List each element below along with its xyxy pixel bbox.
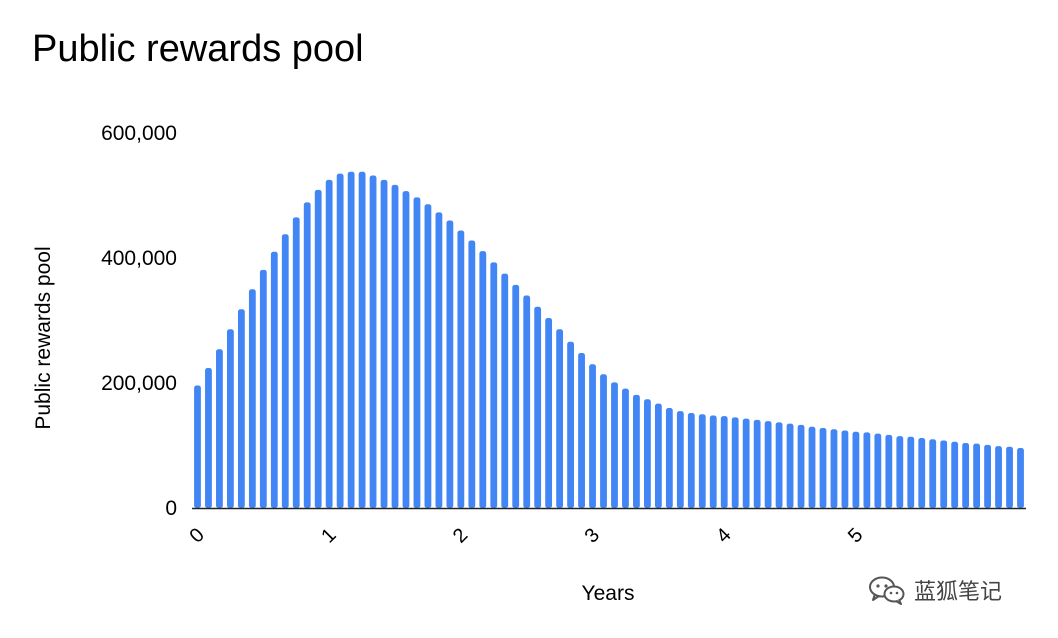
bar [611, 382, 618, 509]
x-tick-label: 2 [449, 524, 472, 547]
bar [698, 414, 706, 508]
bar [567, 341, 574, 508]
bar [808, 426, 816, 508]
bar [523, 295, 531, 508]
bar [424, 204, 432, 508]
bar [391, 184, 399, 509]
bar [512, 284, 520, 509]
y-axis-ticks: 0 200,000 400,000 600,000 [101, 122, 177, 520]
bar [303, 202, 311, 509]
bar [863, 432, 871, 509]
bar [764, 421, 772, 509]
x-axis-label: Years [582, 582, 635, 605]
bar [446, 220, 454, 508]
bar [622, 388, 629, 509]
bar [369, 175, 377, 508]
bar [852, 431, 860, 508]
bar [556, 329, 564, 508]
bar [797, 424, 805, 509]
bar [227, 329, 234, 508]
bar [962, 443, 970, 508]
bar [545, 318, 553, 508]
watermark: 蓝狐笔记 [868, 574, 1002, 606]
bar [665, 408, 673, 508]
bar [918, 438, 926, 508]
bar [841, 430, 849, 508]
bar [259, 269, 267, 509]
bar [216, 349, 223, 508]
bar [205, 368, 212, 508]
bar [270, 251, 278, 508]
bar [742, 418, 750, 509]
bar [731, 417, 739, 509]
bar [578, 353, 585, 508]
bar [490, 262, 498, 509]
y-axis-label: Public rewards pool [32, 246, 55, 429]
bar [501, 273, 509, 509]
bar [753, 419, 761, 509]
bar [194, 385, 201, 508]
bar [237, 309, 245, 508]
wechat-icon [868, 575, 906, 605]
bar [995, 446, 1002, 509]
bar [435, 212, 443, 509]
bar [534, 306, 542, 508]
bar [633, 394, 640, 509]
bar [248, 289, 256, 508]
bar [940, 440, 948, 508]
bar [358, 171, 366, 508]
bar [896, 436, 904, 509]
bar [676, 411, 684, 509]
bar [325, 179, 333, 509]
bar [929, 439, 937, 508]
bar [292, 217, 300, 509]
bar [479, 251, 487, 509]
watermark-text: 蓝狐笔记 [914, 580, 1003, 605]
bar [314, 189, 322, 509]
bar [457, 230, 465, 508]
bar [885, 434, 893, 509]
bar [589, 364, 596, 508]
x-tick-label: 0 [186, 524, 209, 547]
bar [413, 197, 421, 509]
bar [336, 173, 344, 509]
bar [402, 191, 410, 509]
bar [600, 374, 607, 508]
bar [720, 416, 728, 509]
x-tick-label: 5 [844, 524, 867, 547]
bar [951, 441, 959, 508]
bar [1006, 446, 1013, 508]
bar [984, 444, 991, 509]
x-tick-label: 4 [712, 524, 735, 547]
bar [973, 443, 981, 509]
bar-series [194, 171, 1024, 509]
x-axis-ticks: 0 1 2 3 4 5 [186, 524, 868, 547]
bar [786, 423, 794, 509]
bar [687, 413, 695, 508]
y-tick-label: 200,000 [101, 372, 177, 395]
y-tick-label: 0 [165, 497, 177, 520]
bar [819, 428, 827, 508]
chart-title: Public rewards pool [32, 28, 364, 70]
bar [830, 429, 838, 508]
bar [468, 240, 476, 508]
bar [380, 179, 388, 509]
x-tick-label: 3 [581, 524, 604, 547]
bar [347, 171, 355, 508]
bar [281, 234, 289, 508]
bar [775, 422, 783, 509]
bar [709, 415, 717, 508]
bar [874, 433, 882, 509]
bar [654, 403, 662, 509]
y-tick-label: 400,000 [101, 247, 177, 270]
x-tick-label: 1 [317, 524, 340, 547]
y-tick-label: 600,000 [101, 122, 177, 145]
bar [1017, 448, 1024, 508]
bar [644, 399, 651, 508]
bar [907, 436, 915, 508]
